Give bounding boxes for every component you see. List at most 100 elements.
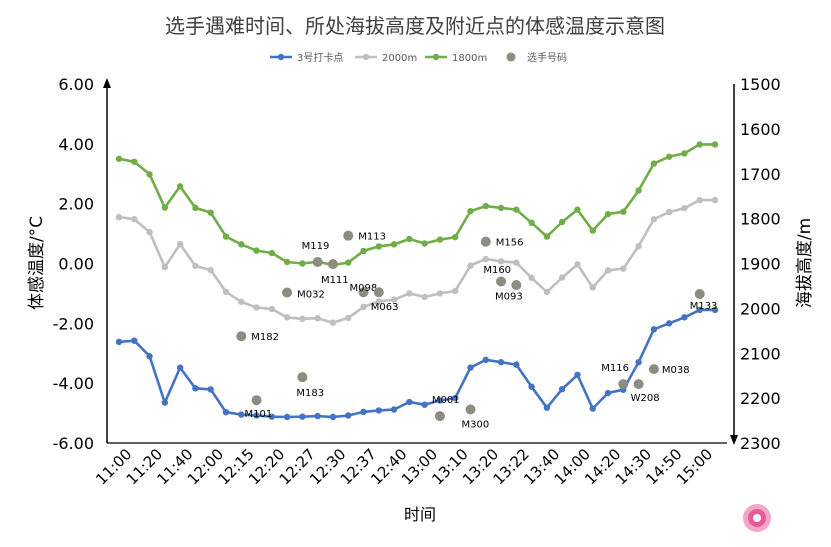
- series-point: [543, 233, 551, 240]
- series-point: [390, 296, 398, 303]
- series-point: [650, 160, 658, 167]
- series-point: [299, 315, 306, 323]
- series-point: [528, 383, 535, 390]
- series-point: [222, 233, 230, 240]
- chart-title: 选手遇难时间、所处海拔高度及附近点的体感温度示意图: [165, 14, 665, 38]
- athlete-marker: [236, 331, 247, 342]
- series-point: [238, 241, 245, 248]
- series-point: [635, 187, 642, 194]
- athlete-marker: [434, 411, 445, 422]
- series-point: [681, 314, 688, 321]
- series-point: [650, 326, 658, 333]
- athlete-marker: [694, 289, 705, 300]
- athlete-label: M093: [495, 291, 523, 302]
- series-point: [467, 262, 474, 269]
- series-point: [452, 233, 459, 241]
- series-point: [314, 315, 321, 322]
- series-point: [253, 304, 260, 311]
- series-point: [497, 204, 505, 212]
- series-point: [131, 158, 138, 165]
- athlete-marker: [618, 379, 629, 390]
- athlete-label: M119: [302, 241, 330, 252]
- y2-axis-title: 海拔高度/m: [795, 218, 815, 308]
- athlete-label: M001: [432, 395, 460, 406]
- series-point: [176, 364, 184, 371]
- legend-label: 2000m: [382, 53, 417, 64]
- series-point: [711, 306, 719, 314]
- series-point: [497, 359, 505, 366]
- series-point: [528, 274, 535, 282]
- series-point: [253, 412, 260, 419]
- series-point: [238, 411, 245, 418]
- y2-tick-label: 2100: [740, 344, 781, 363]
- athlete-label: M300: [461, 419, 489, 430]
- y-tick-label: -4.00: [53, 374, 94, 393]
- series-point: [620, 208, 627, 215]
- series-point: [452, 394, 459, 402]
- series-point: [635, 242, 642, 250]
- athlete-label: M038: [662, 365, 690, 376]
- athlete-label: M133: [690, 301, 718, 312]
- series-point: [604, 210, 612, 218]
- legend-swatch-dot: [506, 52, 516, 62]
- y-tick-label: -2.00: [53, 314, 94, 333]
- y-axis-arrow: [103, 78, 111, 88]
- series-point: [222, 288, 230, 296]
- series-point: [558, 274, 566, 281]
- series-point: [360, 303, 367, 311]
- series-line: [118, 143, 715, 267]
- series-point: [452, 287, 459, 295]
- marker-layer: M182 M101 M032 M183 M119 M111 M113 M098 M063 M001…: [236, 230, 718, 430]
- series-point: [665, 153, 673, 160]
- athlete-marker: [282, 287, 293, 298]
- athlete-marker: [251, 395, 262, 406]
- athlete-marker: [343, 230, 354, 241]
- y2-tick-label: 1700: [740, 165, 781, 184]
- series-point: [558, 385, 566, 393]
- series-point: [268, 249, 276, 257]
- athlete-label: M111: [321, 275, 349, 286]
- series-point: [146, 228, 153, 236]
- athlete-marker: [511, 280, 522, 291]
- y-tick-label: 0.00: [58, 255, 94, 274]
- logo-icon: [743, 504, 771, 532]
- series-point: [131, 216, 138, 223]
- series-point: [345, 412, 352, 419]
- series-point: [620, 265, 627, 272]
- athlete-marker: [358, 287, 369, 298]
- series-point: [329, 319, 337, 326]
- series-point: [604, 267, 612, 274]
- series-point: [604, 389, 612, 397]
- y2-tick-label: 1500: [740, 75, 781, 94]
- series-point: [574, 206, 581, 213]
- y2-tick-label: 1600: [740, 120, 781, 139]
- series-point: [711, 141, 719, 148]
- athlete-label: M156: [496, 238, 524, 249]
- legend-swatch-dot: [362, 53, 370, 61]
- series-point: [436, 236, 444, 243]
- series-line: [118, 308, 715, 419]
- athlete-marker: [312, 257, 323, 268]
- series-point: [299, 260, 306, 267]
- series-point: [543, 404, 551, 411]
- series-point: [436, 290, 444, 297]
- series-point: [421, 401, 428, 408]
- y2-tick-label: 2300: [740, 434, 781, 453]
- series-point: [421, 240, 428, 247]
- y-tick-label: 2.00: [58, 195, 94, 214]
- series-point: [589, 405, 596, 412]
- athlete-label: M116: [601, 363, 629, 374]
- series-point: [207, 266, 214, 274]
- athlete-label: M160: [483, 265, 511, 276]
- series-point: [467, 364, 474, 371]
- series-point: [253, 247, 260, 254]
- series-point: [238, 298, 245, 305]
- series-point: [192, 204, 199, 212]
- athlete-label: M098: [350, 283, 378, 294]
- series-point: [176, 183, 184, 190]
- series-point: [207, 209, 214, 216]
- series-point: [681, 204, 688, 212]
- series-point: [513, 361, 520, 368]
- series-point: [146, 353, 153, 360]
- series-point: [421, 293, 428, 301]
